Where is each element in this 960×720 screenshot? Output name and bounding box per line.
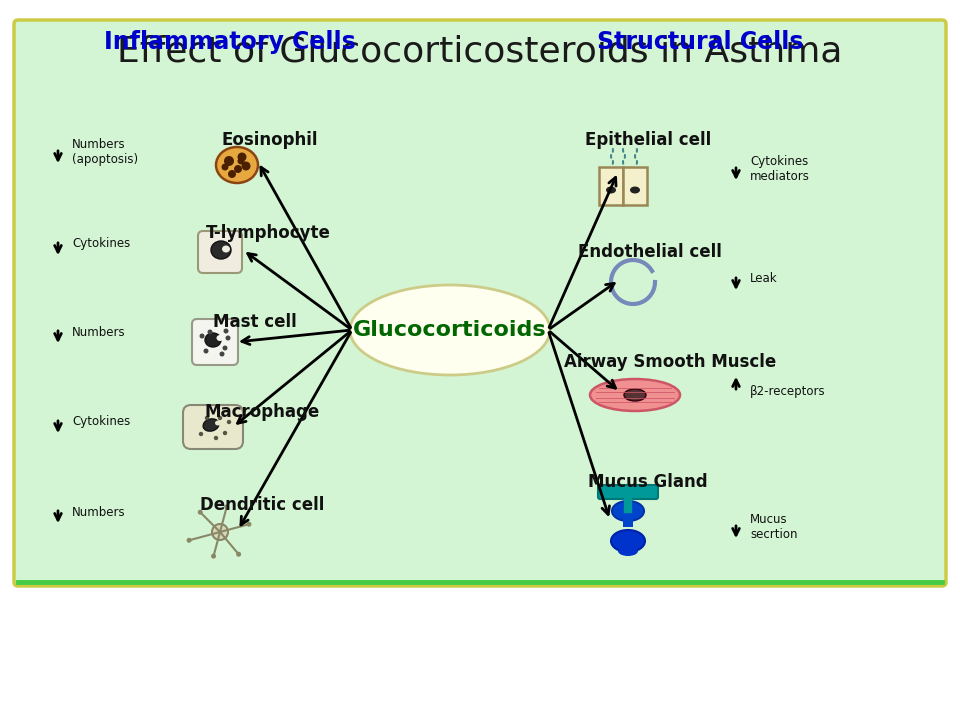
Ellipse shape bbox=[590, 379, 680, 411]
Text: Endothelial cell: Endothelial cell bbox=[578, 243, 722, 261]
Text: Dendritic cell: Dendritic cell bbox=[200, 496, 324, 514]
Text: Glucocorticoids: Glucocorticoids bbox=[353, 320, 547, 340]
Circle shape bbox=[225, 505, 229, 509]
FancyBboxPatch shape bbox=[623, 511, 633, 527]
Text: Epithelial cell: Epithelial cell bbox=[585, 131, 711, 149]
Ellipse shape bbox=[630, 186, 640, 194]
Circle shape bbox=[218, 416, 222, 420]
Circle shape bbox=[214, 436, 218, 440]
FancyBboxPatch shape bbox=[198, 231, 242, 273]
Ellipse shape bbox=[350, 285, 550, 375]
Circle shape bbox=[237, 153, 247, 161]
Circle shape bbox=[186, 538, 192, 543]
Circle shape bbox=[198, 510, 203, 515]
Circle shape bbox=[242, 161, 251, 171]
Text: Eosinophil: Eosinophil bbox=[222, 131, 319, 149]
Circle shape bbox=[212, 524, 228, 540]
Text: Airway Smooth Muscle: Airway Smooth Muscle bbox=[564, 353, 776, 371]
Circle shape bbox=[211, 554, 216, 559]
Circle shape bbox=[224, 156, 234, 166]
Circle shape bbox=[234, 165, 242, 173]
Text: Numbers: Numbers bbox=[72, 325, 126, 338]
Ellipse shape bbox=[611, 530, 645, 552]
Ellipse shape bbox=[222, 246, 230, 253]
Ellipse shape bbox=[211, 241, 231, 259]
Ellipse shape bbox=[217, 335, 224, 341]
Circle shape bbox=[199, 432, 204, 436]
Circle shape bbox=[223, 346, 228, 351]
Ellipse shape bbox=[612, 501, 644, 521]
Circle shape bbox=[222, 163, 228, 171]
Ellipse shape bbox=[204, 419, 219, 431]
Circle shape bbox=[247, 522, 252, 527]
Text: Inflammatory Cells: Inflammatory Cells bbox=[104, 30, 356, 54]
Text: T-lymphocyte: T-lymphocyte bbox=[205, 224, 330, 242]
Text: Leak: Leak bbox=[750, 272, 778, 286]
Circle shape bbox=[237, 158, 245, 164]
Circle shape bbox=[223, 431, 228, 435]
Text: Mast cell: Mast cell bbox=[213, 313, 297, 331]
FancyBboxPatch shape bbox=[623, 167, 647, 205]
Text: Numbers
(apoptosis): Numbers (apoptosis) bbox=[72, 138, 138, 166]
Circle shape bbox=[204, 348, 208, 354]
Circle shape bbox=[227, 420, 231, 424]
Circle shape bbox=[204, 416, 209, 420]
Ellipse shape bbox=[618, 546, 638, 556]
Circle shape bbox=[226, 336, 230, 341]
FancyBboxPatch shape bbox=[183, 405, 243, 449]
Text: Numbers: Numbers bbox=[72, 505, 126, 518]
Text: Cytokines: Cytokines bbox=[72, 415, 131, 428]
Ellipse shape bbox=[215, 420, 221, 426]
Ellipse shape bbox=[216, 147, 258, 183]
Text: Mucus
secrtion: Mucus secrtion bbox=[750, 513, 798, 541]
Circle shape bbox=[236, 552, 241, 557]
FancyBboxPatch shape bbox=[598, 485, 658, 499]
Circle shape bbox=[207, 330, 212, 335]
Ellipse shape bbox=[606, 186, 616, 194]
FancyBboxPatch shape bbox=[192, 319, 238, 365]
Circle shape bbox=[220, 351, 225, 356]
Text: Cytokines: Cytokines bbox=[72, 238, 131, 251]
FancyBboxPatch shape bbox=[14, 20, 946, 586]
Text: Macrophage: Macrophage bbox=[204, 403, 320, 421]
Circle shape bbox=[200, 333, 204, 338]
Text: Mucus Gland: Mucus Gland bbox=[588, 473, 708, 491]
Text: Cytokines
mediators: Cytokines mediators bbox=[750, 155, 810, 183]
Ellipse shape bbox=[205, 333, 221, 347]
Text: Effect of Glucocorticosteroids in Asthma: Effect of Glucocorticosteroids in Asthma bbox=[117, 35, 843, 69]
Circle shape bbox=[224, 328, 228, 333]
FancyBboxPatch shape bbox=[599, 167, 623, 205]
Ellipse shape bbox=[624, 389, 646, 401]
Circle shape bbox=[228, 170, 236, 178]
Text: β2-receptors: β2-receptors bbox=[750, 385, 826, 398]
Text: Structural Cells: Structural Cells bbox=[597, 30, 804, 54]
